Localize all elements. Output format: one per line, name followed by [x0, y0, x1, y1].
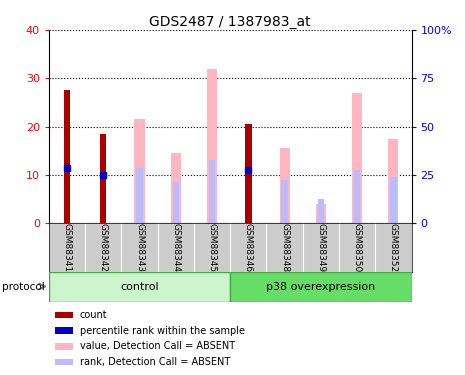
Text: p38 overexpression: p38 overexpression [266, 282, 375, 292]
Text: protocol: protocol [2, 282, 45, 291]
Text: rank, Detection Call = ABSENT: rank, Detection Call = ABSENT [80, 357, 230, 367]
Text: count: count [80, 310, 107, 320]
Text: percentile rank within the sample: percentile rank within the sample [80, 326, 245, 336]
Text: GSM88352: GSM88352 [389, 223, 398, 272]
Title: GDS2487 / 1387983_at: GDS2487 / 1387983_at [149, 15, 311, 29]
Bar [390, 177, 397, 223]
Bar [55, 359, 73, 365]
Text: GSM88342: GSM88342 [99, 223, 108, 272]
Bar [171, 153, 181, 223]
Text: GSM88344: GSM88344 [171, 223, 180, 272]
Bar [279, 148, 290, 223]
Bar [64, 90, 70, 223]
Bar [354, 170, 360, 223]
Bar [55, 312, 73, 318]
Bar [318, 199, 324, 223]
Bar [209, 160, 215, 223]
Bar [136, 168, 143, 223]
Text: GSM88341: GSM88341 [62, 223, 72, 272]
Bar [245, 124, 252, 223]
Bar [100, 134, 106, 223]
Text: value, Detection Call = ABSENT: value, Detection Call = ABSENT [80, 341, 235, 351]
Bar [281, 180, 288, 223]
Bar [388, 139, 399, 223]
Text: GSM88348: GSM88348 [280, 223, 289, 272]
Bar [173, 182, 179, 223]
Text: GSM88343: GSM88343 [135, 223, 144, 272]
Bar [55, 327, 73, 334]
Bar [49, 272, 230, 302]
Text: GSM88349: GSM88349 [316, 223, 326, 272]
Bar [352, 93, 362, 223]
Bar [207, 69, 217, 223]
Bar [55, 343, 73, 350]
Text: control: control [120, 282, 159, 292]
Text: GSM88346: GSM88346 [244, 223, 253, 272]
Text: GSM88350: GSM88350 [352, 223, 362, 272]
Bar [230, 272, 412, 302]
Bar [134, 119, 145, 223]
Bar [316, 204, 326, 223]
Text: GSM88345: GSM88345 [207, 223, 217, 272]
